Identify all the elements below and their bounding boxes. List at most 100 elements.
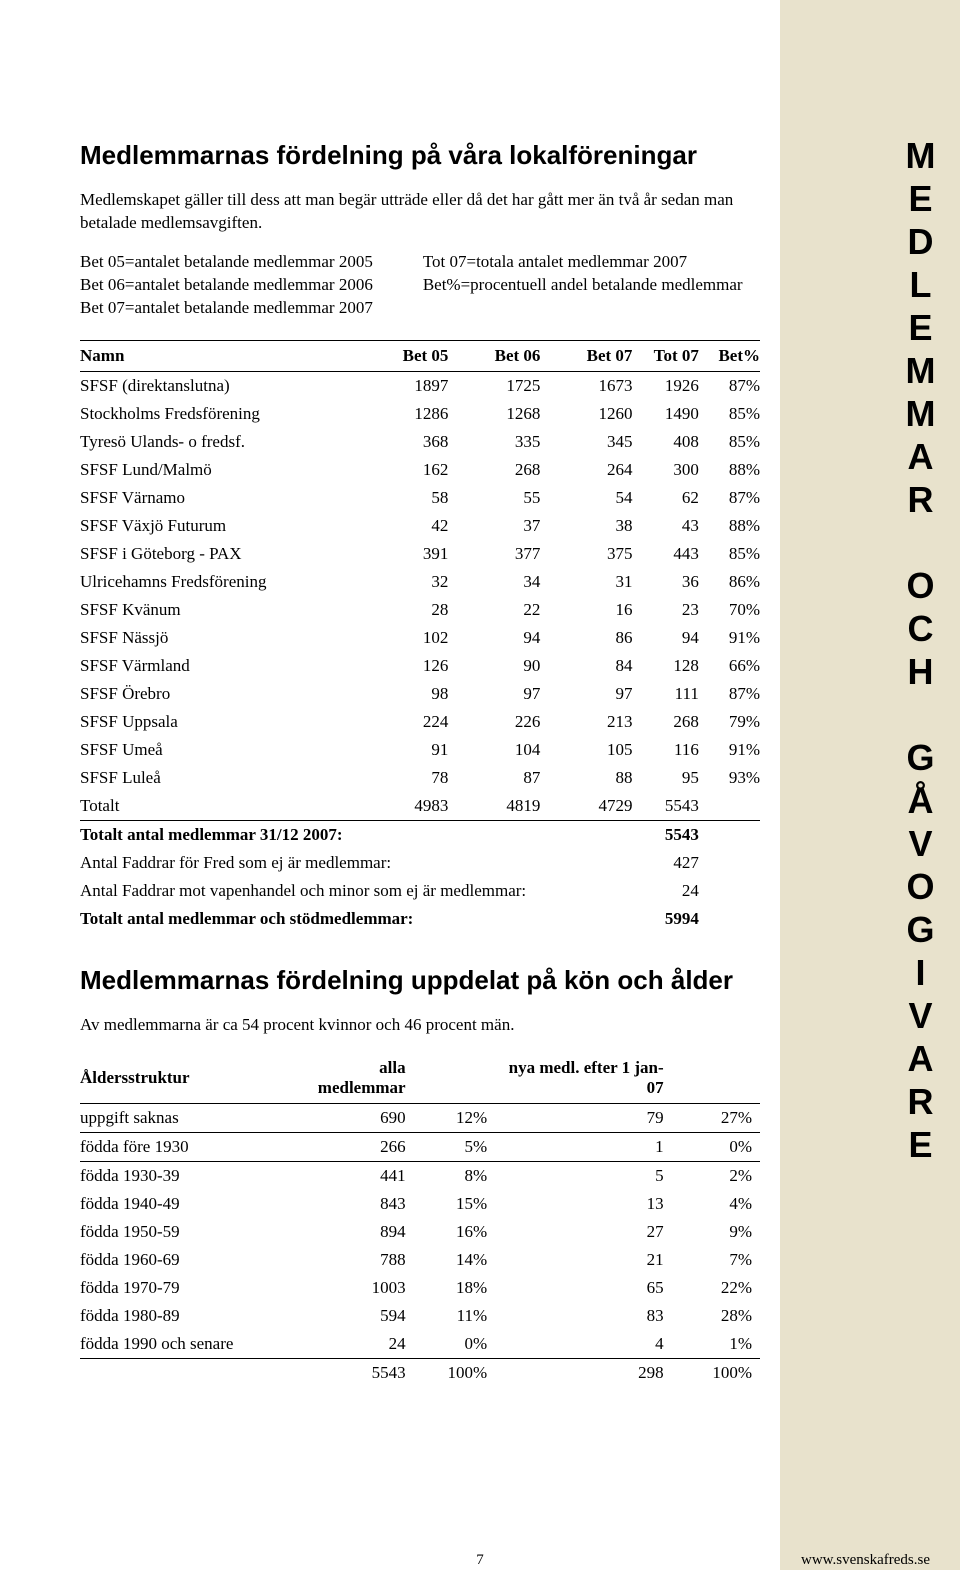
cell: 83	[495, 1302, 672, 1330]
summary-row: Antal Faddrar mot vapenhandel och minor …	[80, 877, 760, 905]
cell: 226	[464, 708, 556, 736]
table-row: födda 1930-394418%52%	[80, 1161, 760, 1190]
cell: 1926	[648, 371, 714, 400]
cell: 408	[648, 428, 714, 456]
cell: 102	[372, 624, 464, 652]
legend-right: Tot 07=totala antalet medlemmar 2007 Bet…	[423, 251, 743, 320]
col-bet06: Bet 06	[464, 340, 556, 371]
cell: 100%	[414, 1358, 496, 1387]
table-row: födda 1980-8959411%8328%	[80, 1302, 760, 1330]
cell: 335	[464, 428, 556, 456]
cell: 85%	[715, 400, 760, 428]
cell: 94	[648, 624, 714, 652]
table-row: SFSF Örebro98979711187%	[80, 680, 760, 708]
cell: födda 1950-59	[80, 1218, 318, 1246]
cell: födda före 1930	[80, 1132, 318, 1161]
cell: 0%	[672, 1132, 760, 1161]
cell: 43	[648, 512, 714, 540]
cell: 16%	[414, 1218, 496, 1246]
col-bet07: Bet 07	[556, 340, 648, 371]
cell: 14%	[414, 1246, 496, 1274]
table-row: SFSF Uppsala22422621326879%	[80, 708, 760, 736]
cell: 224	[372, 708, 464, 736]
cell: födda 1980-89	[80, 1302, 318, 1330]
table-row: 5543100%298100%	[80, 1358, 760, 1387]
legend-item: Bet 07=antalet betalande medlemmar 2007	[80, 297, 373, 320]
table-header-row: Åldersstruktur alla medlemmar nya medl. …	[80, 1053, 760, 1104]
cell: 264	[556, 456, 648, 484]
cell: 79	[495, 1103, 672, 1132]
cell: födda 1990 och senare	[80, 1330, 318, 1359]
cell: 843	[318, 1190, 414, 1218]
cell: 104	[464, 736, 556, 764]
table-header-row: Namn Bet 05 Bet 06 Bet 07 Tot 07 Bet%	[80, 340, 760, 371]
cell: 128	[648, 652, 714, 680]
cell: 70%	[715, 596, 760, 624]
heading-distribution: Medlemmarnas fördelning på våra lokalför…	[80, 140, 760, 171]
cell: 27%	[672, 1103, 760, 1132]
cell: 93%	[715, 764, 760, 792]
legend-item: Bet 06=antalet betalande medlemmar 2006	[80, 274, 373, 297]
table-row: SFSF Umeå9110410511691%	[80, 736, 760, 764]
main-content: Medlemmarnas fördelning på våra lokalför…	[80, 140, 760, 1387]
cell: 788	[318, 1246, 414, 1274]
cell: 1260	[556, 400, 648, 428]
cell: Tyresö Ulands- o fredsf.	[80, 428, 372, 456]
cell: uppgift saknas	[80, 1103, 318, 1132]
cell: 91%	[715, 624, 760, 652]
cell: 375	[556, 540, 648, 568]
cell: 22	[464, 596, 556, 624]
col-new: nya medl. efter 1 jan-07	[495, 1053, 672, 1104]
cell: 4%	[672, 1190, 760, 1218]
cell: 100%	[672, 1358, 760, 1387]
cell: 28	[372, 596, 464, 624]
cell: 36	[648, 568, 714, 596]
legend-left: Bet 05=antalet betalande medlemmar 2005 …	[80, 251, 373, 320]
cell	[715, 849, 760, 877]
table-row: SFSF Lund/Malmö16226826430088%	[80, 456, 760, 484]
site-url: www.svenskafreds.se	[801, 1552, 930, 1569]
cell: 87%	[715, 484, 760, 512]
cell: 86%	[715, 568, 760, 596]
cell: 1268	[464, 400, 556, 428]
cell: 65	[495, 1274, 672, 1302]
cell: 97	[464, 680, 556, 708]
cell: 690	[318, 1103, 414, 1132]
legend-item: Tot 07=totala antalet medlemmar 2007	[423, 251, 743, 274]
summary-label: Antal Faddrar för Fred som ej är medlemm…	[80, 849, 648, 877]
cell: 11%	[414, 1302, 496, 1330]
cell: 441	[318, 1161, 414, 1190]
table-row: SFSF Växjö Futurum4237384388%	[80, 512, 760, 540]
cell: 5%	[414, 1132, 496, 1161]
cell: 213	[556, 708, 648, 736]
cell: 34	[464, 568, 556, 596]
cell: SFSF Värmland	[80, 652, 372, 680]
cell: 94	[464, 624, 556, 652]
cell: 111	[648, 680, 714, 708]
cell: 9%	[672, 1218, 760, 1246]
cell: 300	[648, 456, 714, 484]
cell: 2%	[672, 1161, 760, 1190]
cell: 31	[556, 568, 648, 596]
cell: 1	[495, 1132, 672, 1161]
cell: 4819	[464, 792, 556, 821]
cell: 1725	[464, 371, 556, 400]
cell: 38	[556, 512, 648, 540]
cell: 1003	[318, 1274, 414, 1302]
cell: 54	[556, 484, 648, 512]
table-row: Totalt4983481947295543	[80, 792, 760, 821]
cell: 86	[556, 624, 648, 652]
cell: 0%	[414, 1330, 496, 1359]
cell: 894	[318, 1218, 414, 1246]
cell	[715, 820, 760, 849]
cell: SFSF i Göteborg - PAX	[80, 540, 372, 568]
table-row: Tyresö Ulands- o fredsf.36833534540885%	[80, 428, 760, 456]
col-all: alla medlemmar	[318, 1053, 414, 1104]
table-row: födda 1990 och senare240%41%	[80, 1330, 760, 1359]
cell: SFSF Värnamo	[80, 484, 372, 512]
page-number: 7	[476, 1552, 484, 1569]
cell: 377	[464, 540, 556, 568]
col-namn: Namn	[80, 340, 372, 371]
cell: 87	[464, 764, 556, 792]
cell: SFSF Uppsala	[80, 708, 372, 736]
